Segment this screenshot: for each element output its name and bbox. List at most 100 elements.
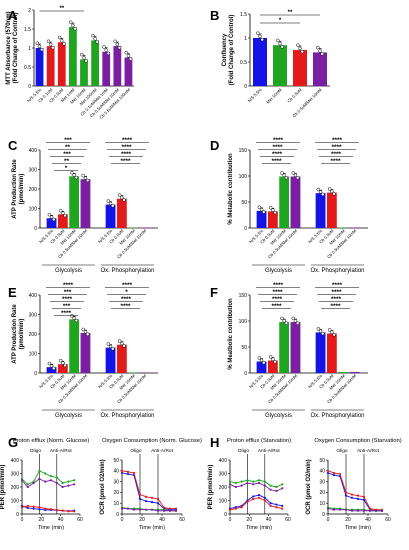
significance-label: *: [279, 18, 282, 24]
significance-label: ****: [273, 282, 284, 289]
data-point: [111, 347, 115, 351]
data-point: [115, 42, 120, 47]
series-point: [32, 507, 35, 510]
series-point: [275, 506, 278, 509]
y-axis-label: ATP Production Rate: [12, 159, 18, 219]
series-point: [374, 509, 378, 512]
data-point: [268, 355, 273, 359]
data-point: [293, 173, 298, 178]
y-tick-label: 20: [113, 490, 119, 496]
bar: [139, 227, 150, 229]
y-tick-label: 1.5: [24, 27, 31, 33]
series-point: [356, 509, 360, 512]
bar: [57, 42, 66, 86]
panel-title: Proton efflux (Norm. Glucose): [13, 438, 90, 444]
data-point: [280, 171, 284, 175]
x-tick-label: 20: [39, 517, 45, 523]
series-line: [21, 478, 75, 488]
data-point: [122, 198, 126, 202]
series-point: [269, 502, 272, 505]
y-tick-label: 0: [34, 371, 37, 377]
y-axis-label: % Meatbolic contribution: [228, 298, 234, 370]
y-axis-label: (pmol/min): [19, 174, 25, 205]
data-point: [106, 199, 111, 203]
bar: [113, 46, 122, 86]
series-point: [368, 507, 372, 510]
x-tick-label: 0: [21, 517, 24, 523]
data-point: [120, 195, 124, 200]
series-point: [38, 508, 41, 511]
data-point: [298, 46, 302, 51]
data-point: [318, 49, 322, 53]
data-point: [284, 175, 289, 180]
data-point: [332, 192, 336, 196]
panel-letter: B: [210, 8, 219, 23]
group-label: Glycolysis: [265, 268, 292, 274]
y-tick-label: 200: [219, 485, 228, 491]
bar: [105, 204, 116, 228]
bar: [273, 45, 287, 86]
significance-label: **: [65, 144, 71, 151]
x-tick-label: N/S 5.5%: [247, 87, 263, 103]
data-point: [57, 35, 62, 40]
series-point: [332, 471, 336, 475]
data-point: [316, 187, 321, 192]
x-tick-label: 20: [139, 517, 145, 523]
data-point: [332, 332, 336, 337]
series-point: [20, 479, 24, 482]
series-point: [120, 507, 124, 510]
y-tick-label: 0: [244, 371, 247, 377]
series-point: [138, 508, 142, 511]
series-point: [26, 504, 29, 507]
data-point: [93, 37, 97, 41]
data-point: [321, 331, 325, 336]
data-point: [47, 212, 52, 217]
series-point: [44, 472, 47, 475]
panel-title: Oxygen Consumption (Starvation): [314, 438, 401, 444]
bar: [102, 51, 111, 86]
bar: [91, 40, 99, 86]
data-point: [258, 34, 262, 39]
y-axis-label: PER (pmol/min): [208, 465, 214, 510]
significance-label: ****: [272, 144, 283, 151]
data-point: [61, 361, 65, 365]
data-point: [83, 176, 88, 180]
data-point: [296, 43, 300, 47]
y-tick-label: 400: [29, 293, 38, 299]
significance-label: ****: [331, 296, 342, 303]
series-point: [49, 479, 53, 482]
bar: [315, 332, 326, 373]
y-axis-label: OCR (pmol O2/min): [100, 459, 106, 514]
y-tick-label: 1: [28, 46, 31, 52]
significance-label: ****: [120, 303, 131, 310]
series-point: [44, 480, 47, 483]
series-point: [234, 507, 237, 510]
x-tick-label: 60: [77, 517, 83, 523]
series-line: [121, 470, 176, 510]
series-point: [368, 509, 372, 512]
x-tick-label: 20: [345, 517, 351, 523]
panel-G1: 0 100 200 300 400 PER (pmol/min) G 0 20 40 60 Time …: [0, 435, 89, 531]
bar: [267, 211, 278, 228]
x-tick-label: 60: [385, 517, 391, 523]
y-tick-label: 40: [113, 469, 119, 475]
series-line: [327, 470, 382, 511]
series-point: [257, 479, 261, 482]
data-point: [271, 208, 275, 212]
significance-label: ****: [120, 158, 131, 165]
series-point: [257, 494, 261, 497]
bar: [80, 179, 91, 228]
data-point: [117, 339, 122, 343]
series-point: [38, 506, 41, 509]
series-point: [350, 493, 354, 496]
series-point: [240, 506, 243, 509]
significance-label: **: [64, 158, 70, 165]
series-point: [144, 499, 148, 503]
data-point: [318, 329, 323, 333]
data-point: [106, 51, 111, 56]
data-point: [72, 173, 76, 177]
data-point: [49, 364, 54, 368]
bar: [256, 361, 267, 373]
x-tick-label: 20: [247, 517, 253, 523]
